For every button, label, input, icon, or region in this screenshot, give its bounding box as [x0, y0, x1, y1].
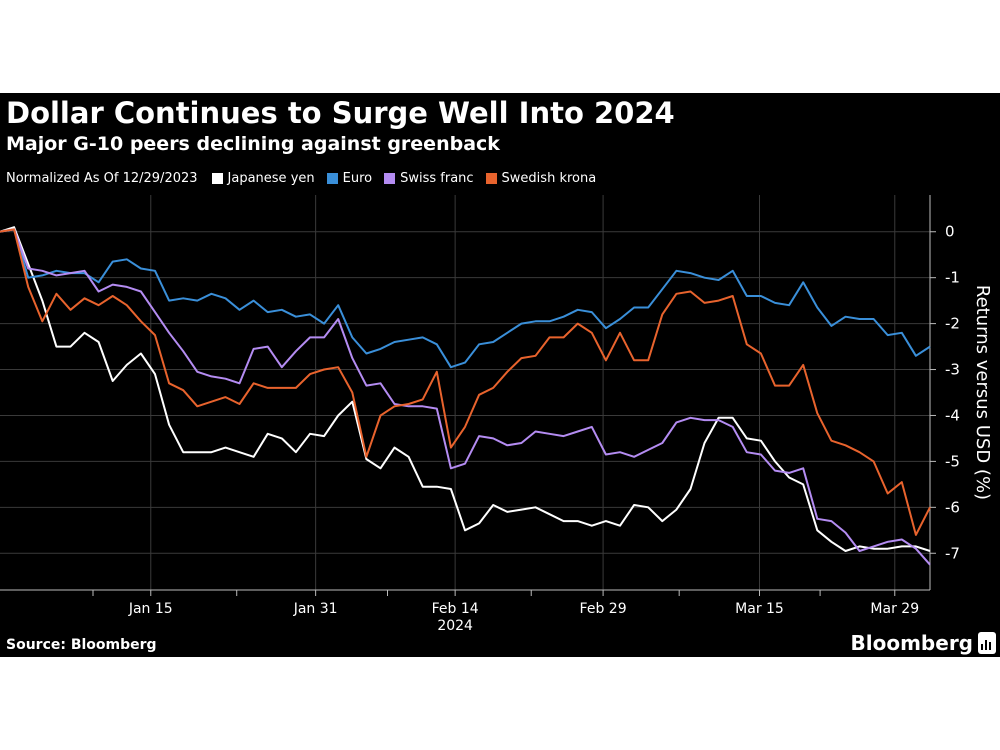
x-tick-label-5: Mar 29 [870, 601, 919, 617]
series-line-euro [0, 228, 931, 369]
x-tick-label-0: Jan 15 [128, 601, 173, 617]
legend-label-krona: Swedish krona [501, 171, 597, 186]
normalization-note: Normalized As Of 12/29/2023 [6, 171, 198, 186]
legend-item-krona: Swedish krona [485, 171, 597, 186]
x-year-label: 2024 [437, 618, 473, 634]
y-tick-label-5: -5 [945, 452, 960, 470]
bloomberg-logo: Bloomberg [851, 631, 996, 655]
y-tick-label-0: 0 [945, 223, 955, 241]
x-tick-label-1: Jan 31 [293, 601, 338, 617]
legend-label-franc: Swiss franc [400, 171, 474, 186]
y-tick-label-2: -2 [945, 315, 960, 333]
legend: Normalized As Of 12/29/2023 Japanese yen… [6, 171, 608, 186]
y-tick-label-3: -3 [945, 361, 960, 379]
legend-swatch-yen [211, 173, 223, 184]
chart-subtitle: Major G-10 peers declining against green… [6, 133, 500, 155]
legend-swatch-euro [326, 173, 338, 184]
series-line-japanese-yen [0, 226, 931, 552]
bloomberg-chart-icon [978, 632, 996, 654]
x-tick-label-4: Mar 15 [735, 601, 784, 617]
series-line-swedish-krona [0, 228, 931, 536]
y-tick-label-6: -6 [945, 498, 960, 516]
chart-panel: Dollar Continues to Surge Well Into 2024… [0, 93, 1000, 657]
y-tick-label-7: -7 [945, 544, 960, 562]
source-note: Source: Bloomberg [6, 637, 157, 653]
brand-name: Bloomberg [850, 631, 973, 655]
chart-title: Dollar Continues to Surge Well Into 2024 [6, 96, 675, 130]
legend-swatch-franc [384, 173, 396, 184]
legend-swatch-krona [485, 173, 497, 184]
legend-item-yen: Japanese yen [211, 171, 315, 186]
y-tick-label-4: -4 [945, 406, 960, 424]
legend-label-euro: Euro [342, 171, 373, 186]
series-line-swiss-franc [0, 228, 931, 566]
x-tick-label-2: Feb 14 [432, 601, 479, 617]
legend-item-euro: Euro [326, 171, 373, 186]
legend-label-yen: Japanese yen [227, 171, 315, 186]
legend-item-franc: Swiss franc [384, 171, 474, 186]
y-axis-title: Returns versus USD (%) [972, 285, 993, 500]
x-tick-label-3: Feb 29 [580, 601, 627, 617]
y-tick-label-1: -1 [945, 269, 960, 287]
